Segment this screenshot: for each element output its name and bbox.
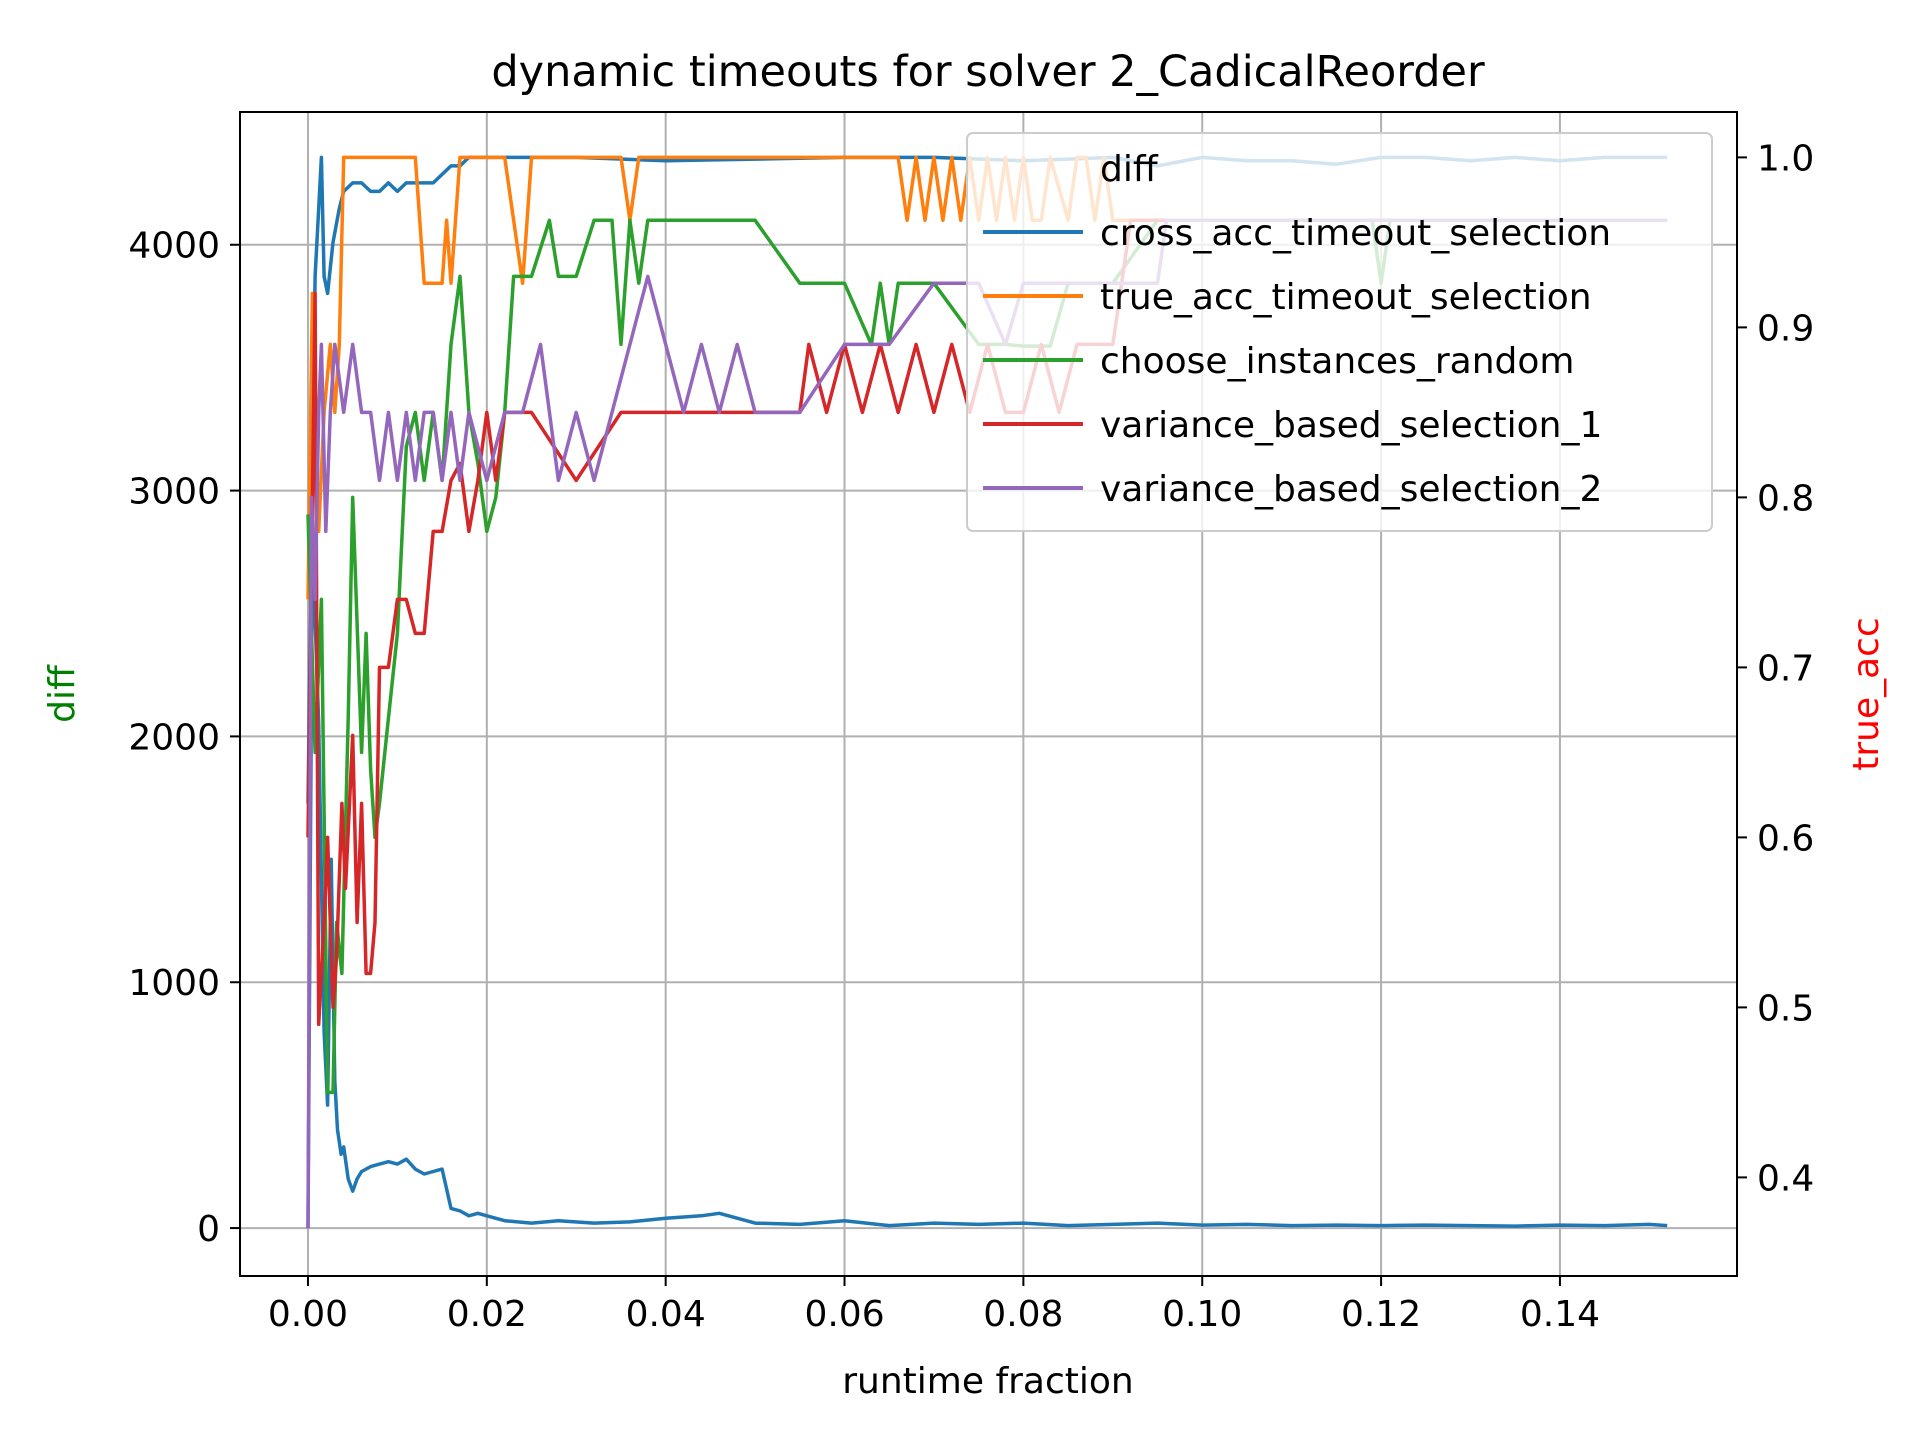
left-y-tick-label: 4000: [128, 226, 220, 267]
x-tick-label: 0.08: [983, 1294, 1063, 1335]
plot-frame: [239, 111, 1738, 1277]
right-y-tick-label: 0.5: [1757, 988, 1814, 1029]
chart-title: dynamic timeouts for solver 2_CadicalReo…: [491, 47, 1485, 97]
legend-label: variance_based_selection_2: [1100, 469, 1602, 510]
legend-box: [966, 132, 1713, 532]
x-axis-ticks: 0.00 0.02 0.04 0.06 0.08 0.10 0.12 0.14: [268, 1276, 1600, 1335]
left-y-axis-title: diff: [42, 664, 83, 723]
legend-label: choose_instances_random: [1100, 341, 1574, 382]
x-tick-label: 0.06: [804, 1294, 884, 1335]
x-tick-label: 0.04: [626, 1294, 706, 1335]
left-y-tick-label: 2000: [128, 717, 220, 758]
right-y-tick-label: 0.4: [1757, 1158, 1814, 1199]
x-axis-title: runtime fraction: [842, 1361, 1134, 1402]
x-tick-label: 0.00: [268, 1294, 348, 1335]
left-y-tick-label: 3000: [128, 472, 220, 513]
x-tick-label: 0.14: [1520, 1294, 1600, 1335]
right-y-tick-label: 0.8: [1757, 478, 1814, 519]
left-y-tick-label: 0: [197, 1209, 220, 1250]
x-tick-label: 0.12: [1341, 1294, 1421, 1335]
legend-items: diff cross_acc_timeout_selection true_acc_…: [983, 149, 1611, 510]
right-y-tick-label: 0.7: [1757, 648, 1814, 689]
left-y-axis-ticks: 0 1000 2000 3000 4000: [128, 226, 240, 1250]
left-y-tick-label: 1000: [128, 963, 220, 1004]
legend-label: cross_acc_timeout_selection: [1100, 213, 1611, 254]
x-tick-label: 0.02: [447, 1294, 527, 1335]
x-tick-label: 0.10: [1162, 1294, 1242, 1335]
legend-label: diff: [1100, 149, 1159, 190]
right-y-tick-label: 0.6: [1757, 818, 1814, 859]
right-y-tick-label: 0.9: [1757, 308, 1814, 349]
legend: diff cross_acc_timeout_selection true_acc_…: [966, 132, 1713, 532]
legend-label: variance_based_selection_1: [1100, 405, 1602, 446]
right-y-tick-label: 1.0: [1757, 138, 1814, 179]
right-y-axis-title: true_acc: [1846, 617, 1887, 771]
legend-label: true_acc_timeout_selection: [1100, 277, 1592, 318]
right-y-axis-ticks: 0.4 0.5 0.6 0.7 0.8 0.9 1.0: [1737, 138, 1814, 1199]
series-line-diff: [306, 537, 1668, 1229]
